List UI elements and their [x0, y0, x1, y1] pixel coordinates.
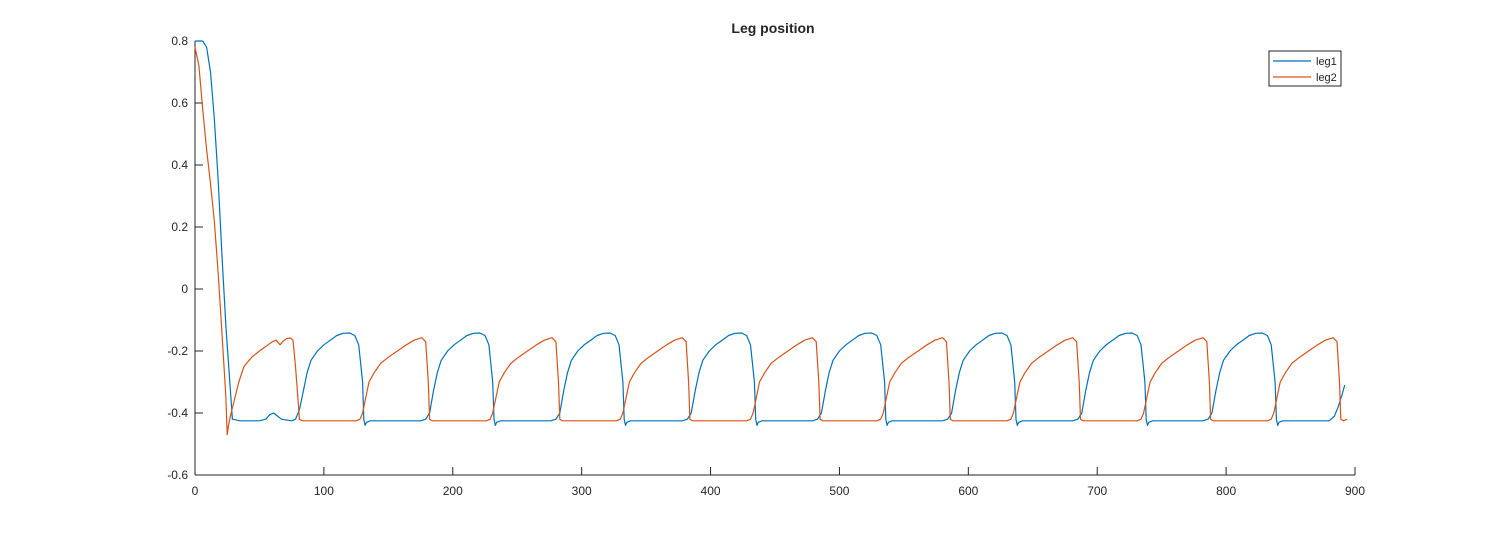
x-tick-label: 100: [314, 484, 334, 498]
x-tick-label: 900: [1345, 484, 1365, 498]
x-tick-label: 200: [443, 484, 463, 498]
chart-title: Leg position: [731, 20, 814, 36]
y-tick-label: 0.2: [171, 220, 188, 234]
y-tick-label: 0: [181, 282, 188, 296]
x-tick-label: 300: [572, 484, 592, 498]
y-tick-label: -0.6: [167, 468, 188, 482]
x-tick-label: 0: [192, 484, 199, 498]
legend-label-leg2: leg2: [1316, 72, 1337, 84]
axes: 0 100 200 300 400 500 600 700 800 900 -0.6 -0.4 -0.2…: [167, 34, 1365, 498]
x-tick-label: 500: [829, 484, 849, 498]
x-tick-label: 700: [1087, 484, 1107, 498]
x-tick-label: 600: [958, 484, 978, 498]
series-line-leg2: [194, 47, 1348, 436]
y-tick-label: -0.2: [167, 344, 188, 358]
series-line-leg1: [195, 40, 1346, 426]
y-tick-label: 0.6: [171, 96, 188, 110]
legend: leg1 leg2: [1268, 50, 1342, 87]
x-tick-label: 400: [701, 484, 721, 498]
legend-label-leg1: leg1: [1316, 56, 1337, 68]
series-layer: [194, 40, 1348, 436]
y-tick-label: -0.4: [167, 406, 188, 420]
legend-box: [1268, 50, 1342, 87]
y-tick-label: 0.8: [171, 34, 188, 48]
y-tick-label: 0.4: [171, 158, 188, 172]
x-tick-label: 800: [1216, 484, 1236, 498]
